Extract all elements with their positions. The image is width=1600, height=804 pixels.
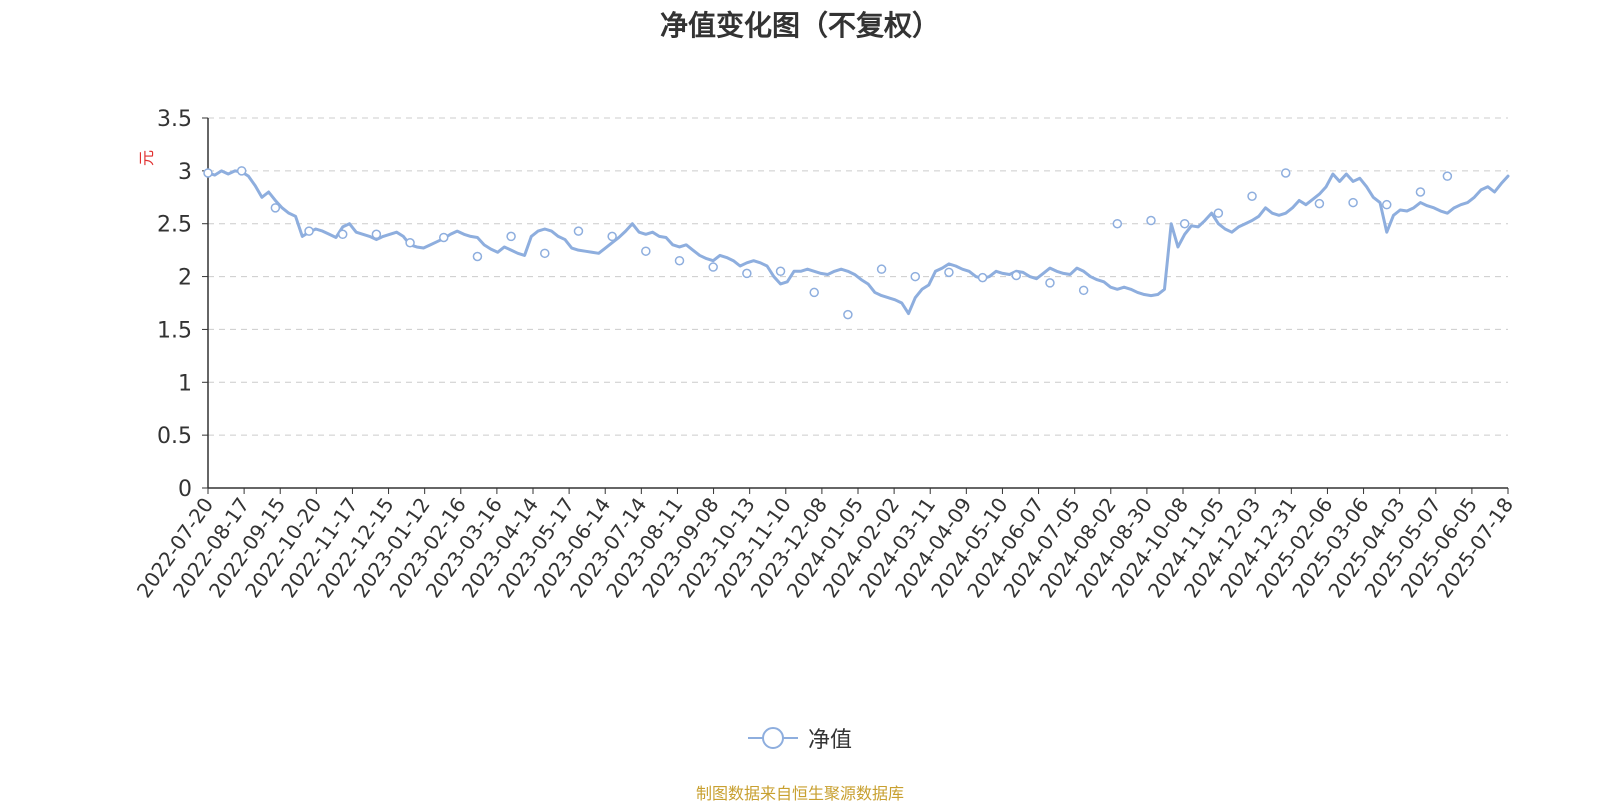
data-point-marker[interactable] bbox=[405, 237, 415, 248]
data-point-marker[interactable] bbox=[843, 309, 853, 320]
y-tick-label: 0.5 bbox=[157, 424, 192, 449]
data-point-marker[interactable] bbox=[1179, 218, 1190, 229]
y-axis-label: 元 bbox=[137, 150, 156, 166]
y-tick-label: 2 bbox=[178, 266, 192, 291]
legend-line-circle-icon bbox=[747, 727, 798, 749]
marker-layer bbox=[203, 166, 1453, 320]
data-point-marker[interactable] bbox=[506, 231, 516, 242]
data-point-marker[interactable] bbox=[910, 271, 921, 282]
data-point-marker[interactable] bbox=[439, 232, 449, 243]
axes bbox=[202, 117, 1509, 494]
data-point-marker[interactable] bbox=[977, 272, 988, 283]
data-point-marker[interactable] bbox=[708, 262, 718, 272]
data-point-marker[interactable] bbox=[1415, 187, 1426, 197]
y-tick-label: 1 bbox=[178, 371, 192, 396]
data-point-marker[interactable] bbox=[1348, 197, 1358, 208]
data-point-marker[interactable] bbox=[1247, 191, 1257, 201]
data-point-marker[interactable] bbox=[203, 168, 213, 178]
series-layer bbox=[206, 169, 1510, 316]
data-point-marker[interactable] bbox=[1280, 168, 1291, 178]
data-point-marker[interactable] bbox=[742, 268, 752, 279]
data-point-marker[interactable] bbox=[540, 248, 550, 259]
source-note: 制图数据来自恒生聚源数据库 bbox=[695, 784, 904, 803]
y-tick-label: 1.5 bbox=[157, 318, 192, 343]
data-point-marker[interactable] bbox=[607, 231, 617, 242]
y-tick-label: 2.5 bbox=[157, 213, 192, 238]
data-point-marker[interactable] bbox=[1045, 278, 1055, 288]
data-point-marker[interactable] bbox=[1314, 198, 1325, 209]
data-point-marker[interactable] bbox=[944, 267, 954, 278]
data-point-marker[interactable] bbox=[876, 264, 887, 274]
data-point-marker[interactable] bbox=[674, 255, 685, 266]
data-point-marker[interactable] bbox=[1011, 270, 1022, 281]
data-point-marker[interactable] bbox=[775, 266, 786, 277]
y-tick-label: 3 bbox=[178, 160, 192, 185]
data-point-marker[interactable] bbox=[573, 226, 584, 236]
data-point-marker[interactable] bbox=[1442, 171, 1453, 181]
y-tick-label: 0 bbox=[178, 477, 192, 502]
legend-label: 净值 bbox=[807, 728, 852, 753]
data-point-marker[interactable] bbox=[337, 229, 348, 240]
legend[interactable]: 净值 bbox=[0, 722, 1600, 754]
data-point-marker[interactable] bbox=[1382, 199, 1392, 210]
data-point-marker[interactable] bbox=[1146, 215, 1156, 226]
data-point-marker[interactable] bbox=[1112, 218, 1123, 229]
data-point-marker[interactable] bbox=[1213, 208, 1224, 218]
data-point-marker[interactable] bbox=[641, 246, 651, 256]
y-tick-label: 3.5 bbox=[157, 107, 192, 132]
data-point-marker[interactable] bbox=[304, 226, 314, 236]
data-point-marker[interactable] bbox=[809, 287, 819, 298]
data-point-marker[interactable] bbox=[270, 203, 281, 213]
tick-labels: 00.511.522.533.5元2022-07-202022-08-17202… bbox=[132, 107, 1518, 602]
data-point-marker[interactable] bbox=[472, 251, 483, 262]
data-point-marker[interactable] bbox=[1078, 285, 1089, 296]
data-point-marker[interactable] bbox=[236, 166, 247, 176]
chart-title: 净值变化图（不复权） bbox=[659, 9, 940, 42]
data-point-marker[interactable] bbox=[371, 229, 382, 240]
series-line-net-value bbox=[206, 169, 1510, 316]
